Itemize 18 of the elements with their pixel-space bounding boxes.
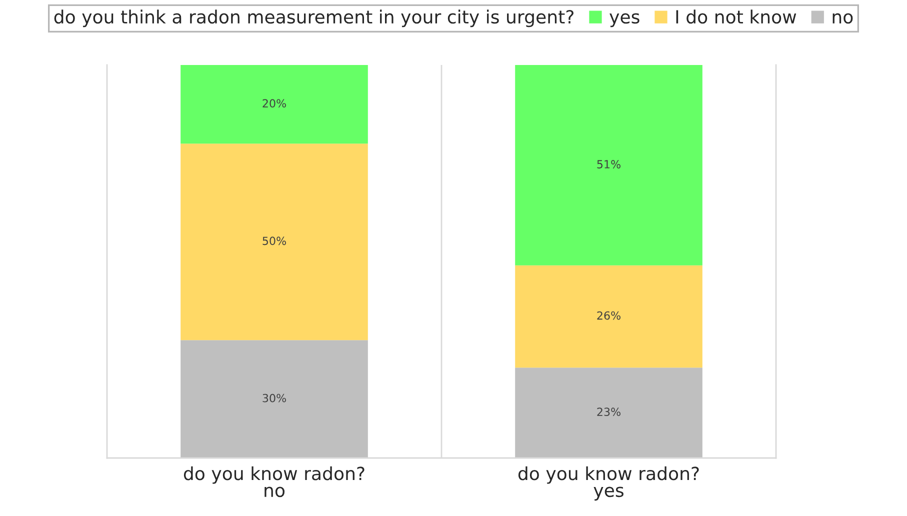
data-label: 20% <box>262 99 286 108</box>
legend-label: no <box>832 13 853 24</box>
bar <box>515 368 702 458</box>
data-label: 26% <box>597 311 620 320</box>
legend-title: do you think a radon measurement in your city is urgent? <box>54 10 574 28</box>
data-label: 50% <box>262 236 286 246</box>
data-label: 51% <box>597 160 620 168</box>
bar <box>180 144 368 340</box>
data-label: 30% <box>262 394 286 402</box>
bar <box>515 265 702 368</box>
bar <box>180 340 368 458</box>
x-tick-label: do you know radon? no <box>184 466 364 498</box>
x-tick-label: do you know radon? yes <box>518 466 699 501</box>
data-label: 23% <box>597 408 620 416</box>
bar <box>180 65 368 144</box>
legend-label: yes <box>610 13 640 28</box>
legend-label: I do not know <box>676 10 796 24</box>
bar <box>515 65 702 266</box>
